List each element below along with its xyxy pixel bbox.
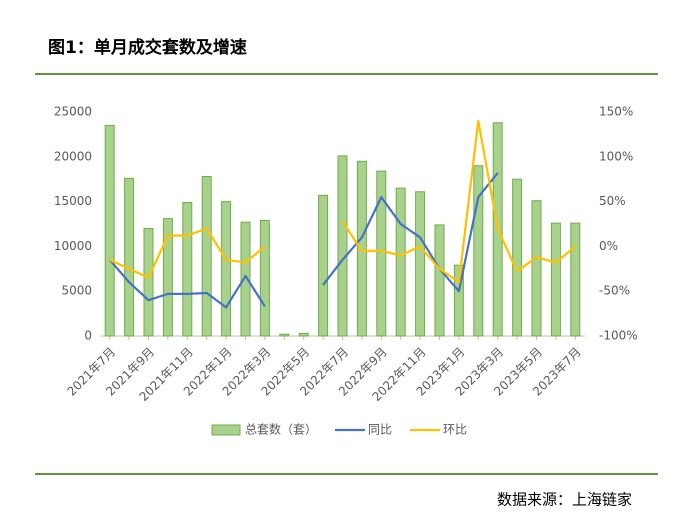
bar <box>259 219 270 337</box>
bar <box>531 200 542 337</box>
y2-tick-label: 150% <box>599 105 633 119</box>
bar <box>201 176 212 337</box>
bar <box>143 227 154 337</box>
bar <box>124 177 135 337</box>
legend-label: 总套数（套） <box>245 422 317 437</box>
bar <box>356 160 367 337</box>
bar <box>240 221 251 337</box>
y-tick-label: 5000 <box>61 284 92 298</box>
y2-tick-label: 0% <box>599 239 618 253</box>
bar <box>415 191 426 337</box>
y-tick-label: 20000 <box>54 149 92 163</box>
y2-tick-label: -100% <box>599 329 638 343</box>
bar <box>318 194 329 337</box>
bar <box>570 222 581 337</box>
y-tick-label: 25000 <box>54 105 92 119</box>
bar <box>453 264 464 337</box>
bar <box>279 333 290 337</box>
bar <box>182 201 193 337</box>
chart-title: 图1：单月成交套数及增速 <box>48 37 247 58</box>
legend-label: 环比 <box>443 423 467 437</box>
line <box>109 119 577 284</box>
y2-tick-label: -50% <box>599 284 630 298</box>
bar <box>104 124 115 337</box>
bar <box>376 170 387 337</box>
y-tick-label: 10000 <box>54 239 92 253</box>
bar <box>337 155 348 337</box>
legend-label: 同比 <box>368 423 392 437</box>
bar <box>473 165 484 337</box>
bar <box>434 224 445 337</box>
bar <box>221 201 232 337</box>
line <box>108 172 499 309</box>
bar <box>298 332 309 337</box>
bar <box>512 178 523 337</box>
y2-tick-label: 100% <box>599 149 633 163</box>
y-tick-label: 0 <box>84 329 92 343</box>
bar <box>162 218 173 337</box>
y-tick-label: 15000 <box>54 194 92 208</box>
legend-swatch <box>211 424 241 436</box>
y2-tick-label: 50% <box>599 194 626 208</box>
bar <box>395 187 406 337</box>
source: 数据来源：上海链家 <box>497 491 632 509</box>
bar <box>550 222 561 337</box>
